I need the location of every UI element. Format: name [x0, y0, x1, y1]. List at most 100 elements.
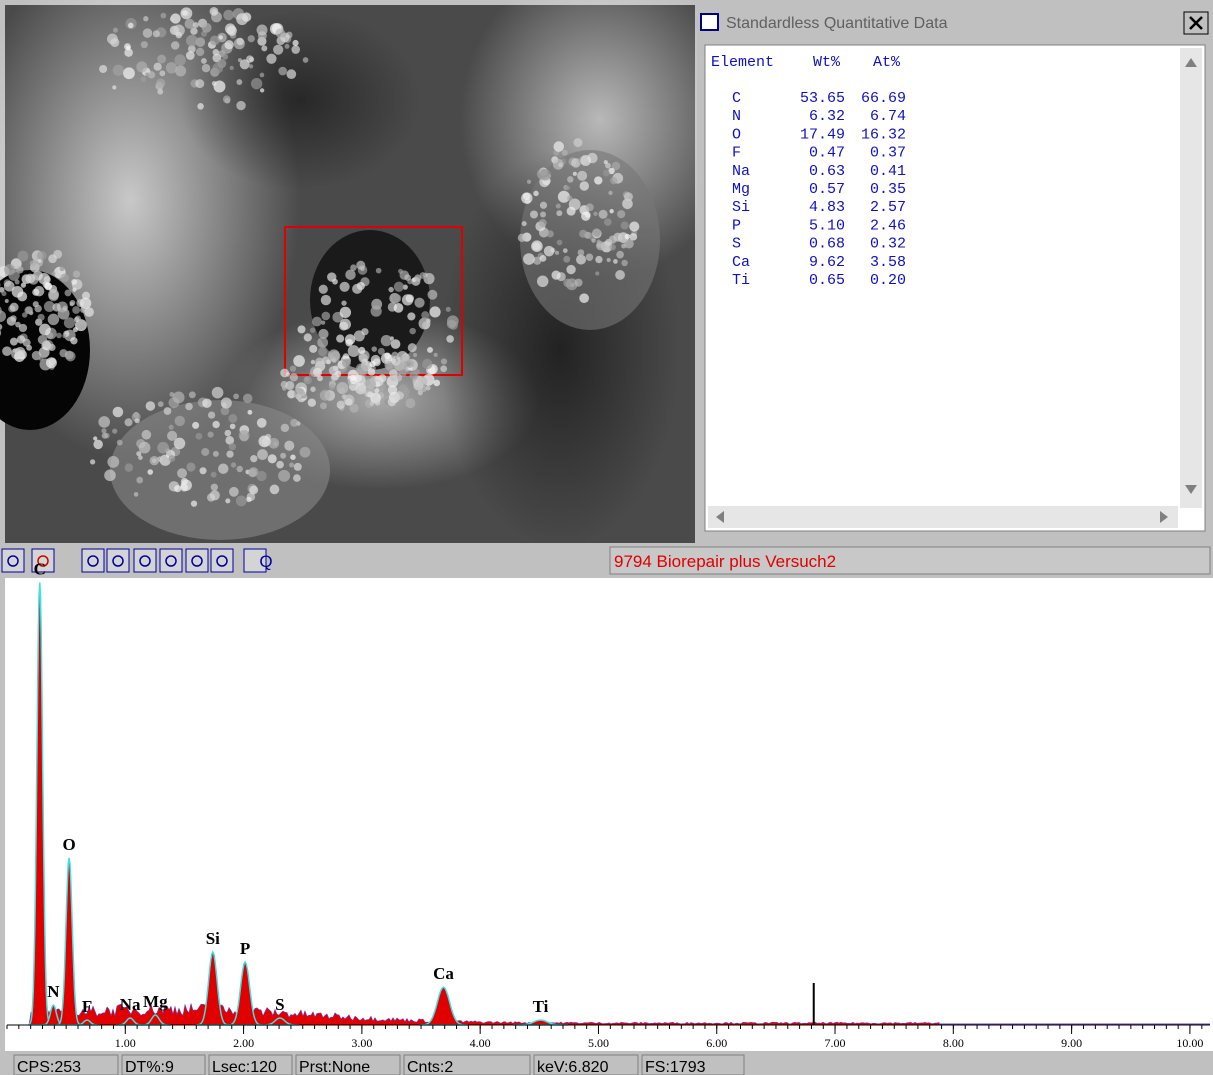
- grain: [421, 311, 429, 319]
- x-tick-label: 7.00: [825, 1036, 846, 1050]
- grain: [173, 391, 185, 403]
- grain: [141, 41, 148, 48]
- grain: [210, 36, 220, 46]
- grain: [329, 384, 335, 390]
- grain: [556, 210, 562, 216]
- grain: [142, 430, 152, 440]
- grain: [308, 399, 316, 407]
- grain: [303, 57, 309, 63]
- grain: [225, 40, 234, 49]
- grain: [37, 251, 47, 261]
- grain: [341, 300, 346, 305]
- tool-button[interactable]: [186, 549, 208, 572]
- grain: [73, 270, 80, 277]
- tool-button[interactable]: [82, 549, 104, 572]
- grain: [290, 365, 296, 371]
- grain: [414, 274, 421, 281]
- grain: [418, 390, 423, 395]
- grain: [64, 317, 75, 328]
- x-tick-label: 2.00: [233, 1036, 254, 1050]
- grain: [566, 265, 575, 274]
- grain: [213, 49, 220, 56]
- grain: [246, 497, 251, 502]
- grain: [370, 401, 374, 405]
- grain: [48, 289, 59, 300]
- close-button[interactable]: [1184, 12, 1208, 34]
- grain: [251, 78, 262, 89]
- grain: [159, 70, 165, 76]
- grain: [312, 317, 322, 327]
- wt-cell: 0.57: [809, 181, 845, 198]
- grain: [240, 432, 249, 441]
- peak-label: Si: [206, 929, 220, 948]
- peak-label: N: [47, 982, 60, 1001]
- grain: [170, 17, 175, 22]
- grain: [211, 484, 218, 491]
- tool-button[interactable]: [211, 549, 233, 572]
- grain: [340, 282, 350, 292]
- grain: [44, 282, 52, 290]
- grain: [52, 303, 60, 311]
- grain: [201, 448, 209, 456]
- grain: [128, 23, 134, 29]
- grain: [527, 180, 531, 184]
- grain: [19, 324, 27, 332]
- grain: [185, 403, 193, 411]
- grain: [278, 67, 287, 76]
- h-scrollbar[interactable]: [708, 506, 1178, 528]
- grain: [276, 28, 285, 37]
- grain: [153, 30, 160, 37]
- grain: [345, 270, 355, 280]
- tool-button[interactable]: [160, 549, 182, 572]
- tool-button[interactable]: [107, 549, 129, 572]
- grain: [607, 258, 611, 262]
- grain: [609, 236, 617, 244]
- grain: [407, 362, 411, 366]
- grain: [270, 485, 280, 495]
- tool-button[interactable]: [2, 549, 24, 572]
- at-cell: 66.69: [861, 90, 906, 107]
- grain: [394, 374, 402, 382]
- grain: [427, 347, 433, 353]
- grain: [370, 361, 376, 367]
- grain: [295, 393, 301, 399]
- grain: [309, 345, 317, 353]
- grain: [616, 251, 624, 259]
- grain: [221, 398, 232, 409]
- tool-button[interactable]: [134, 549, 156, 572]
- wt-cell: 53.65: [800, 90, 845, 107]
- grain: [578, 249, 585, 256]
- grain: [391, 339, 401, 349]
- grain: [394, 303, 404, 313]
- grain: [228, 414, 237, 423]
- grain: [342, 358, 351, 367]
- grain: [236, 101, 245, 110]
- grain: [62, 334, 66, 338]
- grain: [113, 407, 124, 418]
- grain: [294, 463, 302, 471]
- at-cell: 0.41: [870, 163, 906, 180]
- table-header: Element: [711, 54, 774, 71]
- peak-label: Ca: [433, 964, 454, 983]
- grain: [230, 424, 236, 430]
- grain: [599, 210, 608, 219]
- grain: [10, 315, 16, 321]
- grain: [196, 48, 204, 56]
- grain: [375, 400, 380, 405]
- sem-image: [0, 0, 740, 550]
- grain: [615, 270, 625, 280]
- grain: [79, 324, 84, 329]
- x-tick-label: 8.00: [943, 1036, 964, 1050]
- peak-label: Na: [120, 995, 141, 1014]
- grain: [426, 385, 431, 390]
- grain: [348, 348, 356, 356]
- grain: [321, 295, 331, 305]
- grain: [150, 456, 159, 465]
- grain: [378, 348, 385, 355]
- grain: [376, 268, 382, 274]
- grain: [566, 186, 570, 190]
- v-scrollbar[interactable]: [1180, 48, 1202, 508]
- grain: [113, 65, 124, 76]
- grain: [407, 312, 415, 320]
- grain: [300, 447, 311, 458]
